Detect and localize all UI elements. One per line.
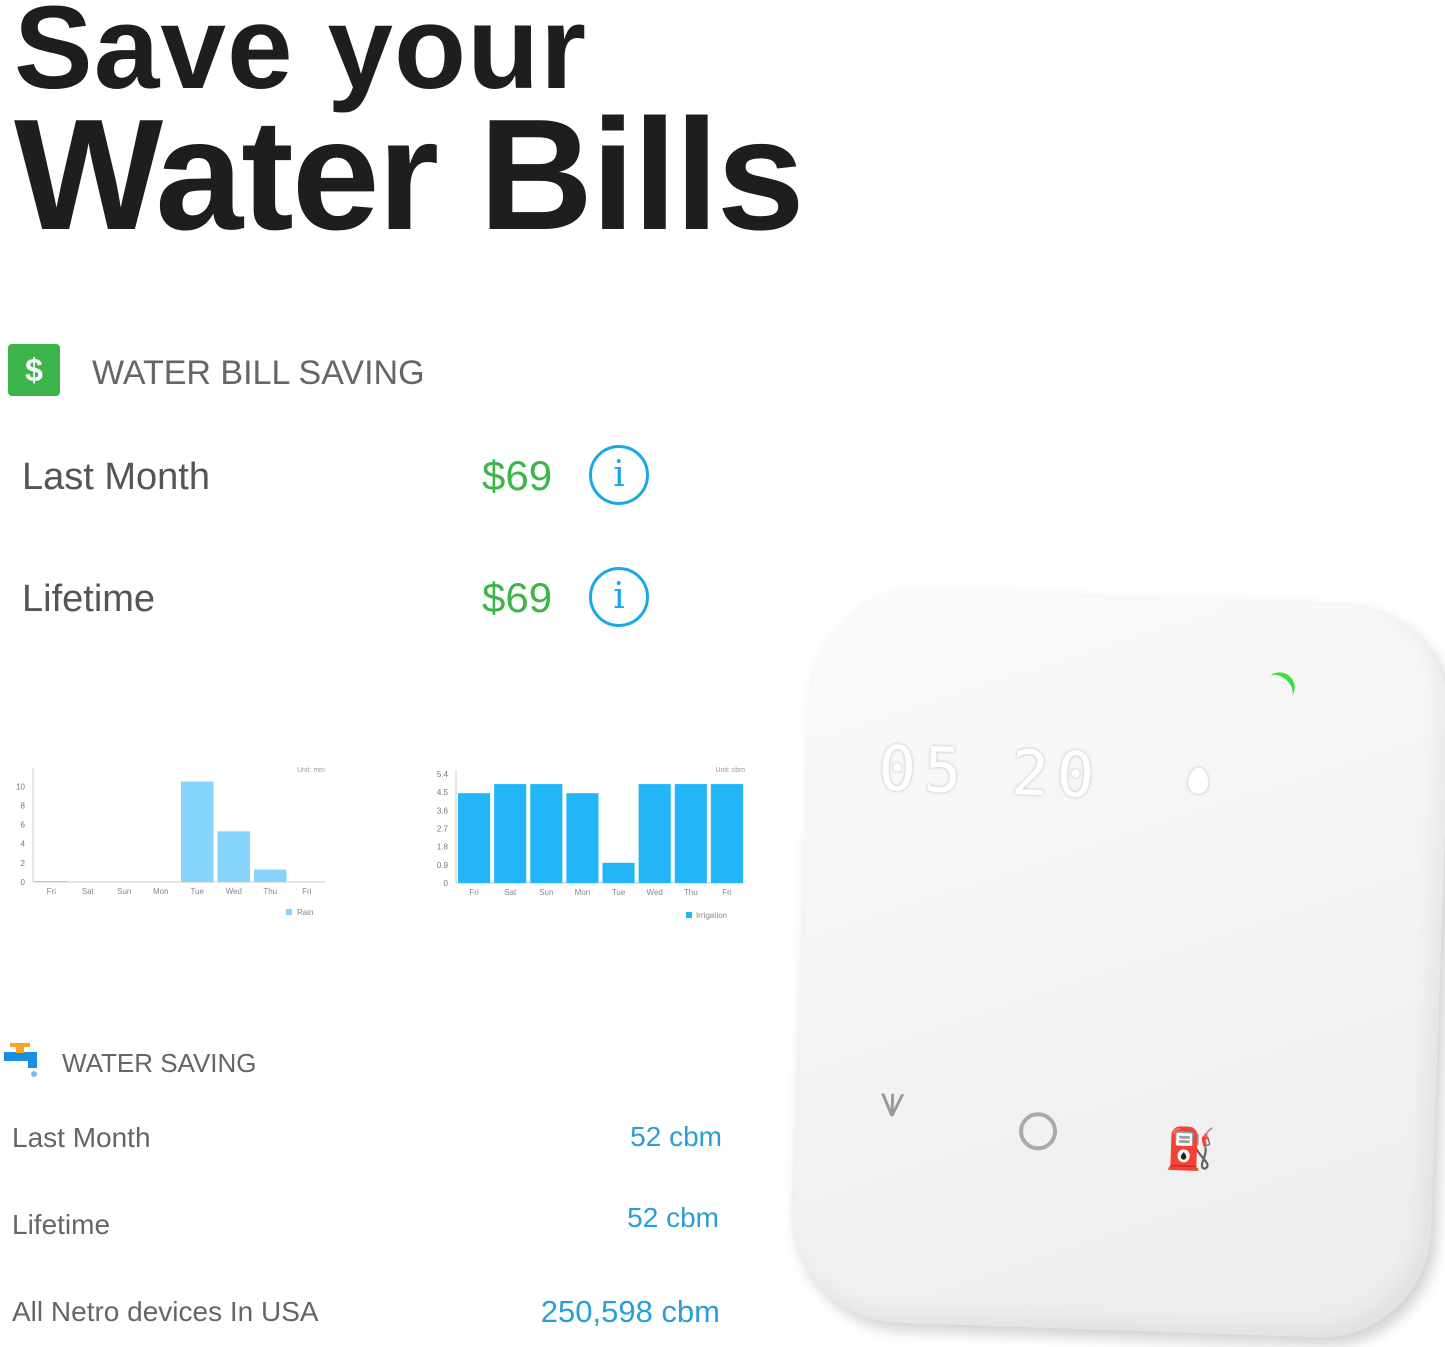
bar — [638, 784, 671, 883]
x-tick-label: Tue — [612, 888, 626, 897]
all-devices-label: All Netro devices In USA — [12, 1296, 319, 1327]
bar — [458, 793, 491, 883]
y-tick-label: 0.9 — [437, 861, 449, 870]
watering-can-icon[interactable]: ⛽ — [1164, 1126, 1217, 1173]
rain-chart: 0 2 4 6 8 10 Fri Sat Sun Mon Tue Wed Thu Fri Unit: mm R… — [16, 767, 325, 917]
x-tick-label: Sun — [117, 887, 131, 896]
headline-line1: Save your — [14, 0, 588, 114]
y-tick-label: 8 — [21, 801, 26, 810]
legend-swatch — [686, 912, 692, 918]
bar — [181, 781, 214, 882]
y-tick-label: 2.7 — [437, 825, 449, 834]
legend-label: Rain — [297, 908, 313, 917]
bar — [602, 862, 635, 883]
sprinkler-controller-device: 05 20 ⩛ ⛽ — [787, 584, 1445, 1341]
legend-swatch — [286, 909, 292, 915]
bar — [254, 869, 287, 882]
y-tick-label: 0 — [444, 879, 449, 888]
x-tick-label: Fri — [47, 887, 57, 896]
y-tick-label: 4.5 — [437, 788, 449, 797]
bar — [566, 793, 599, 883]
x-tick-label: Sun — [539, 888, 553, 897]
timer-icon[interactable] — [1018, 1111, 1058, 1151]
bar — [710, 784, 743, 883]
bill-last-month-label: Last Month — [22, 456, 210, 498]
unit-label: Unit: mm — [297, 767, 325, 774]
status-light — [1258, 666, 1301, 709]
legend-label: Irrigation — [696, 911, 727, 920]
water-bill-saving-title: WATER BILL SAVING — [92, 354, 425, 392]
irrigation-chart: 0 0.9 1.8 2.7 3.6 4.5 5.4 Fri Sat Sun Mon Tue Wed Thu… — [437, 767, 745, 920]
y-tick-label: 6 — [21, 821, 26, 830]
y-tick-label: 5.4 — [437, 770, 449, 779]
y-tick-label: 10 — [16, 782, 25, 791]
x-tick-label: Thu — [263, 887, 277, 896]
x-tick-label: Thu — [684, 888, 698, 897]
x-tick-label: Wed — [647, 888, 663, 897]
water-lifetime-label: Lifetime — [12, 1209, 111, 1240]
y-tick-label: 0 — [21, 878, 26, 887]
bar — [674, 784, 707, 883]
water-drop-icon — [1187, 767, 1209, 794]
dollar-icon: $ — [8, 344, 60, 396]
x-tick-label: Wed — [226, 887, 242, 896]
water-lifetime-value: 52 cbm — [627, 1202, 719, 1233]
unit-label: Unit: cbm — [715, 767, 745, 774]
bar — [494, 784, 527, 883]
display-hours: 05 — [877, 731, 971, 808]
x-tick-label: Sat — [504, 888, 517, 897]
bar — [530, 784, 563, 883]
x-tick-label: Sat — [82, 887, 95, 896]
x-tick-label: Mon — [153, 887, 169, 896]
y-tick-label: 1.8 — [437, 843, 449, 852]
bar — [35, 881, 68, 882]
y-tick-label: 4 — [21, 840, 26, 849]
bill-last-month-value: $69 — [482, 452, 553, 499]
headline-line2: Water Bills — [14, 87, 805, 263]
y-tick-label: 2 — [21, 859, 26, 868]
all-devices-value: 250,598 cbm — [540, 1294, 720, 1329]
info-icon[interactable]: i — [589, 445, 649, 505]
water-last-month-value: 52 cbm — [630, 1121, 722, 1152]
y-tick-label: 3.6 — [437, 806, 449, 815]
x-tick-label: Mon — [575, 888, 591, 897]
faucet-icon — [2, 1040, 40, 1080]
x-tick-label: Fri — [302, 887, 312, 896]
water-saving-title: WATER SAVING — [62, 1048, 257, 1078]
display-minutes: 20 — [1010, 736, 1104, 813]
grass-icon[interactable]: ⩛ — [879, 1076, 906, 1127]
info-icon[interactable]: i — [589, 567, 649, 627]
x-tick-label: Fri — [469, 888, 479, 897]
bar — [217, 831, 250, 882]
bill-lifetime-label: Lifetime — [22, 578, 156, 620]
x-tick-label: Fri — [722, 888, 732, 897]
x-tick-label: Tue — [191, 887, 205, 896]
water-last-month-label: Last Month — [12, 1122, 151, 1153]
bill-lifetime-value: $69 — [482, 574, 553, 621]
